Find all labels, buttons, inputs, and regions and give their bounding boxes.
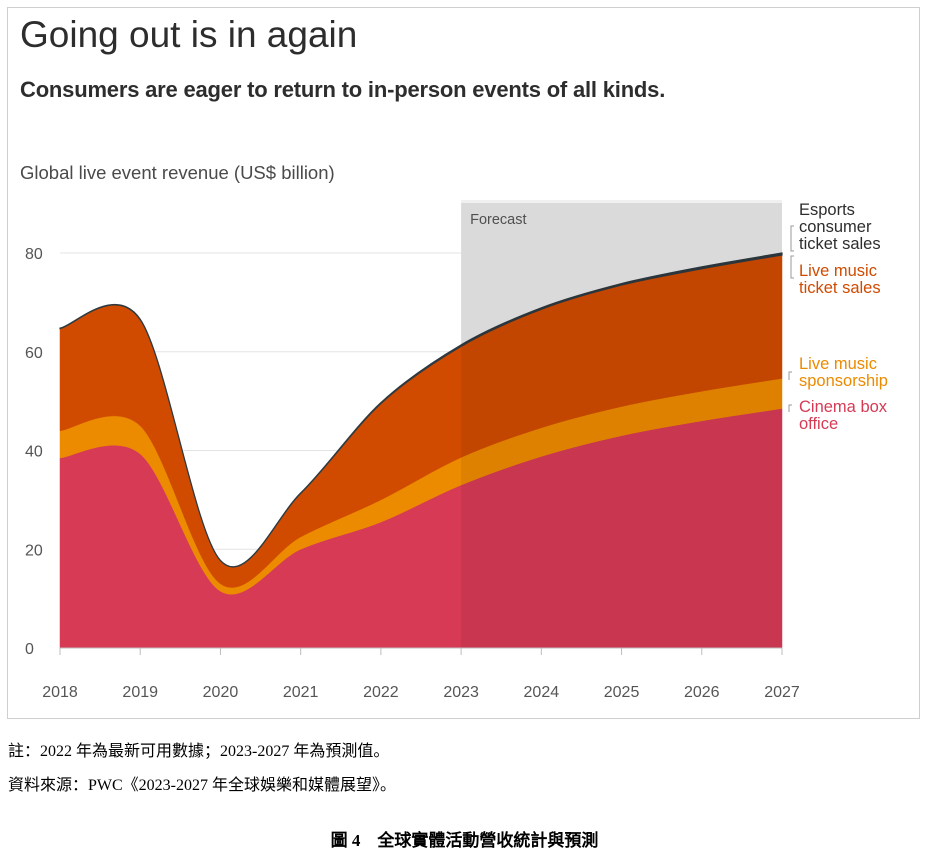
footnote-data-note: 註：2022 年為最新可用數據；2023-2027 年為預測值。 — [8, 743, 390, 760]
forecast-label: Forecast — [470, 212, 526, 228]
x-tick-label: 2025 — [604, 684, 640, 701]
x-tick-label: 2027 — [764, 684, 800, 701]
legend-entry: Live music sponsorship — [799, 355, 888, 390]
legend-line: Live music — [799, 262, 877, 280]
x-tick-label: 2021 — [283, 684, 319, 701]
legend-line: sponsorship — [799, 372, 888, 390]
axis-layer: 0 20 40 60 80 2018 2019 2020 2021 2022 2023 2024 202… — [25, 246, 800, 701]
legend-bracket — [790, 255, 794, 279]
footnote-source: 資料來源：PWC《2023-2027 年全球娛樂和媒體展望》。 — [8, 777, 397, 794]
legend-bracket — [790, 225, 794, 252]
legend-entry: Esports consumer ticket sales — [799, 201, 881, 253]
legend-line: Cinema box — [799, 398, 888, 416]
y-axis-label: Global live event revenue (US$ billion) — [20, 162, 335, 183]
x-tick-label: 2020 — [203, 684, 239, 701]
x-tick-label: 2023 — [443, 684, 479, 701]
x-tick-label: 2018 — [42, 684, 78, 701]
area-layer — [59, 252, 783, 649]
y-tick-label: 60 — [25, 345, 43, 362]
x-tick-label: 2019 — [122, 684, 158, 701]
y-tick-label: 80 — [25, 246, 43, 263]
chart-title: Going out is in again — [20, 14, 358, 55]
y-tick-label: 20 — [25, 542, 43, 559]
legend-line: consumer — [799, 218, 872, 236]
legend-line: office — [799, 415, 838, 433]
y-tick-label: 40 — [25, 444, 43, 461]
legend-line: Live music — [799, 355, 877, 373]
chart-subtitle: Consumers are eager to return to in-pers… — [20, 77, 666, 102]
legend-line: Esports — [799, 201, 855, 219]
revenue-area-chart: Forecast 0 20 40 60 80 2018 2019 2020 2021 2022 20… — [25, 200, 888, 701]
x-tick-label: 2022 — [363, 684, 399, 701]
legend-line: ticket sales — [799, 235, 881, 253]
forecast-overlay — [461, 200, 782, 648]
figure-caption: 圖 4 全球實體活動營收統計與預測 — [330, 831, 599, 850]
x-tick-label: 2026 — [684, 684, 720, 701]
y-tick-label: 0 — [25, 641, 34, 658]
legend-bracket — [788, 371, 792, 380]
legend-entry: Cinema box office — [799, 398, 888, 433]
legend-bracket — [788, 404, 792, 412]
x-tick-label: 2024 — [524, 684, 560, 701]
legend-line: ticket sales — [799, 279, 881, 297]
forecast-shade-layer — [461, 200, 782, 648]
area-esports-consumer-ticket-sales — [59, 252, 783, 568]
legend-entry: Live music ticket sales — [799, 262, 881, 297]
